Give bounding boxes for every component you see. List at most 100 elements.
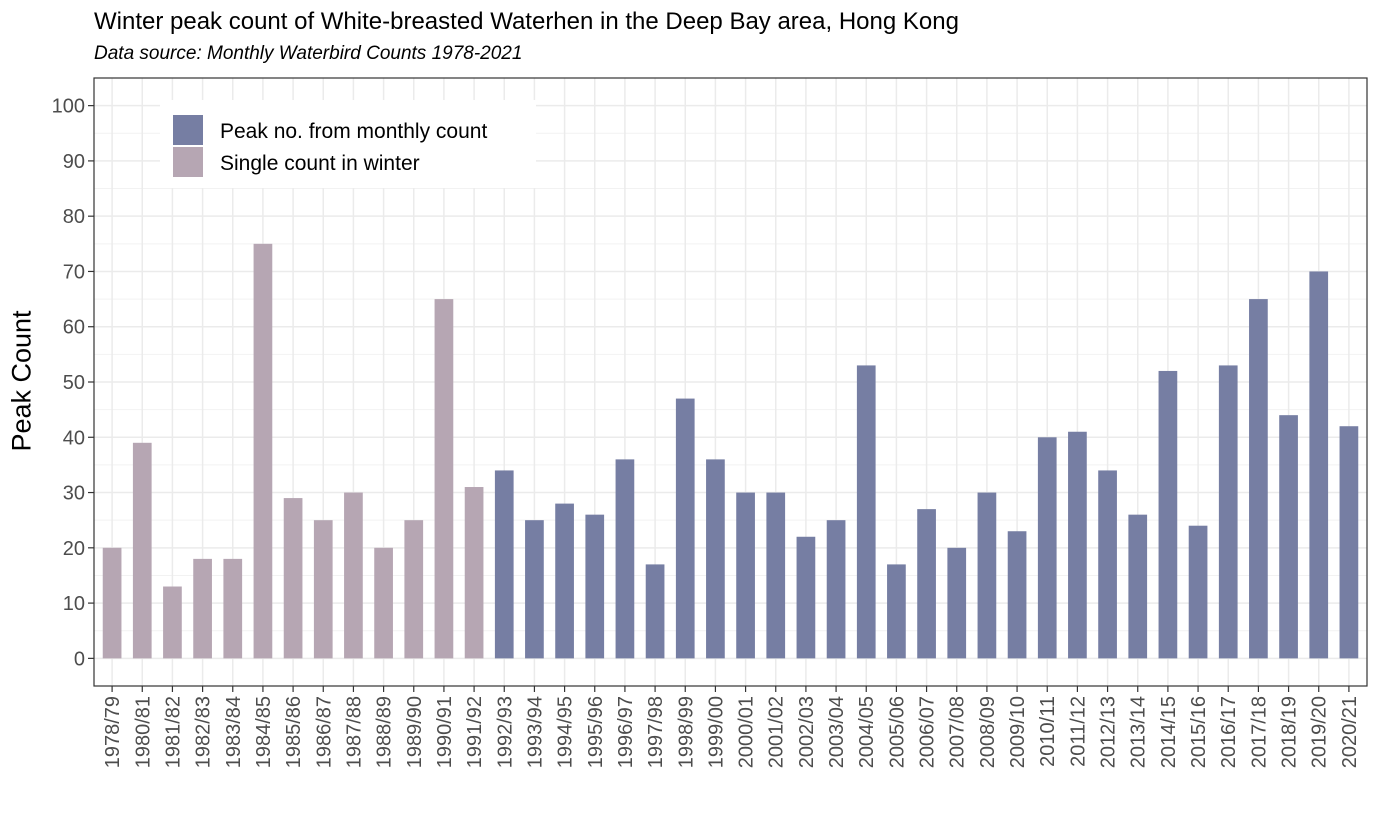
x-tick-label: 2018/19 (1279, 696, 1301, 768)
x-tick-label: 2010/11 (1037, 696, 1059, 767)
x-tick-label: 2011/12 (1067, 696, 1089, 767)
bar-2020-21 (1339, 426, 1359, 659)
bar-1991-92 (464, 487, 484, 659)
x-tick-label: 2017/18 (1248, 696, 1270, 768)
bar-1993-94 (525, 520, 544, 659)
legend-box (160, 100, 536, 188)
x-tick-label: 2003/04 (826, 696, 848, 768)
y-tick-label: 30 (63, 483, 85, 505)
x-tick-label: 1982/83 (193, 696, 215, 768)
bar-2011-12 (1068, 431, 1087, 659)
x-tick-label: 2014/15 (1158, 696, 1180, 768)
x-tick-label: 1998/99 (675, 696, 697, 768)
x-tick-label: 1987/88 (343, 696, 365, 768)
bar-1987-88 (344, 492, 363, 659)
x-tick-label: 1988/89 (374, 696, 396, 768)
x-tick-label: 2008/09 (977, 696, 999, 768)
bar-2002-03 (796, 536, 816, 659)
y-tick-label: 10 (63, 593, 85, 615)
x-tick-label: 2016/17 (1218, 696, 1240, 768)
y-tick-label: 40 (63, 427, 85, 449)
bar-2005-06 (887, 564, 906, 659)
x-tick-label: 1978/79 (102, 696, 124, 768)
bar-1989-90 (404, 520, 424, 659)
y-tick-label: 70 (63, 261, 85, 283)
y-tick-label: 100 (52, 96, 85, 118)
bar-1982-83 (193, 558, 212, 659)
y-tick-label: 80 (63, 206, 85, 228)
x-tick-label: 1995/96 (585, 696, 607, 768)
legend-label-single: Single count in winter (220, 152, 420, 175)
x-tick-label: 2012/13 (1098, 696, 1120, 768)
x-tick-label: 2002/03 (796, 696, 818, 768)
x-tick-label: 1981/82 (162, 696, 184, 768)
x-tick-label: 2007/08 (947, 696, 969, 768)
bar-1980-81 (132, 442, 152, 659)
bar-2013-14 (1128, 514, 1148, 659)
x-tick-label: 1983/84 (223, 696, 245, 768)
y-tick-label: 50 (63, 372, 85, 394)
bar-1992-93 (494, 470, 514, 659)
bar-2017-18 (1249, 299, 1268, 659)
x-tick-label: 2006/07 (917, 696, 939, 768)
bar-2015-16 (1188, 525, 1208, 659)
bar-1995-96 (585, 514, 605, 659)
bar-2006-07 (917, 509, 936, 659)
legend-key-monthly (173, 115, 203, 145)
x-tick-label: 2000/01 (736, 696, 758, 768)
chart-title: Winter peak count of White-breasted Wate… (94, 8, 959, 35)
x-tick-label: 1991/92 (464, 696, 486, 768)
bar-2010-11 (1037, 437, 1057, 659)
x-tick-label: 2001/02 (766, 696, 788, 768)
x-tick-label: 1993/94 (524, 696, 546, 768)
x-tick-label: 1997/98 (645, 696, 667, 768)
bar-1986-87 (313, 520, 333, 659)
x-tick-label: 1986/87 (313, 696, 335, 768)
bar-1988-89 (374, 547, 393, 659)
bar-2000-01 (736, 492, 755, 659)
x-tick-label: 2013/14 (1128, 696, 1150, 768)
bar-2019-20 (1309, 271, 1329, 659)
bar-2018-19 (1279, 415, 1298, 659)
bar-2008-09 (977, 492, 997, 659)
bar-1983-84 (223, 558, 243, 659)
bar-1998-99 (675, 398, 695, 659)
y-tick-label: 60 (63, 317, 85, 339)
bar-2009-10 (1007, 531, 1027, 659)
bar-1997-98 (645, 564, 665, 659)
x-tick-label: 1994/95 (555, 696, 577, 768)
x-tick-label: 2009/10 (1007, 696, 1029, 768)
x-tick-label: 1989/90 (404, 696, 426, 768)
bar-1999-00 (706, 459, 725, 659)
bar-1984-85 (253, 243, 273, 659)
x-tick-label: 2020/21 (1339, 696, 1361, 768)
bar-2016-17 (1218, 365, 1238, 659)
x-tick-label: 1980/81 (132, 696, 154, 768)
bar-2003-04 (826, 520, 846, 659)
x-tick-label: 1990/91 (434, 696, 456, 768)
bar-2001-02 (766, 492, 786, 659)
bar-2004-05 (856, 365, 876, 659)
x-tick-label: 1992/93 (494, 696, 516, 768)
x-tick-label: 2004/05 (856, 696, 878, 768)
bar-1996-97 (615, 459, 635, 659)
x-tick-label: 1985/86 (283, 696, 305, 768)
x-tick-label: 1999/00 (705, 696, 727, 768)
y-tick-label: 90 (63, 151, 85, 173)
chart-subtitle: Data source: Monthly Waterbird Counts 19… (94, 43, 523, 64)
bar-1990-91 (434, 299, 454, 659)
bar-2014-15 (1158, 370, 1178, 659)
y-tick-label: 0 (74, 648, 85, 670)
bar-2007-08 (947, 547, 967, 659)
x-tick-label: 2005/06 (886, 696, 908, 768)
bar-1985-86 (283, 498, 303, 659)
bar-1978-79 (102, 547, 122, 659)
bar-1981-82 (163, 586, 182, 659)
bar-1994-95 (555, 503, 574, 659)
x-tick-label: 2015/16 (1188, 696, 1210, 768)
legend-label-monthly: Peak no. from monthly count (220, 120, 487, 143)
legend-key-single (173, 147, 203, 177)
x-tick-label: 1996/97 (615, 696, 637, 768)
y-tick-label: 20 (63, 538, 85, 560)
